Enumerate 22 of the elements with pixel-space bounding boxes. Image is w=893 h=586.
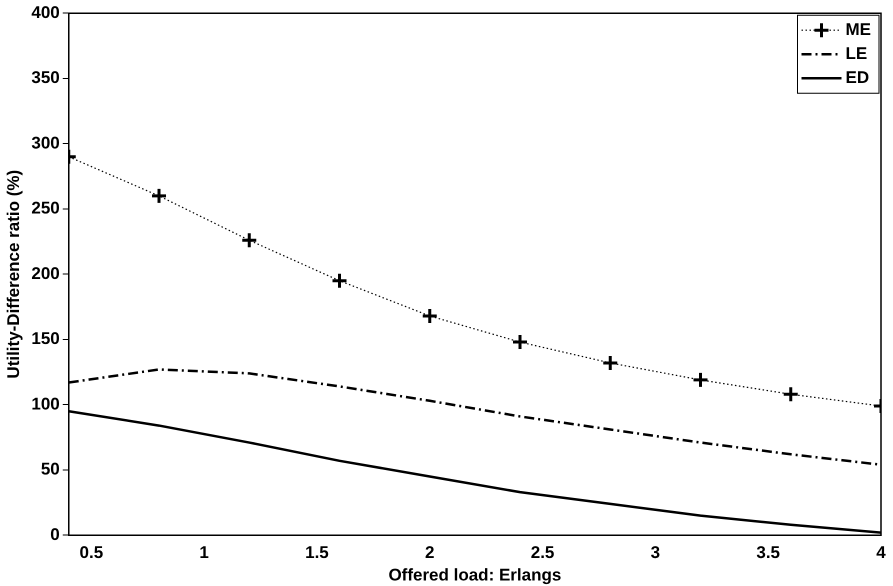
x-tick-label: 2.5: [530, 543, 554, 562]
legend-label: LE: [846, 44, 868, 63]
x-tick-label: 3.5: [756, 543, 780, 562]
x-axis-title: Offered load: Erlangs: [388, 565, 562, 584]
x-tick-label: 1.5: [305, 543, 329, 562]
x-tick-label: 1: [199, 543, 209, 562]
x-tick-label: 3: [650, 543, 660, 562]
x-tick-label: 4: [876, 543, 886, 562]
y-tick-label: 250: [31, 198, 60, 218]
legend-label: ED: [846, 68, 870, 87]
y-tick-label: 350: [31, 68, 60, 88]
y-axis-title: Utility-Difference ratio (%): [4, 170, 23, 379]
y-tick-label: 100: [31, 394, 60, 414]
y-tick-label: 0: [50, 524, 60, 544]
y-tick-label: 200: [31, 264, 60, 283]
y-tick-label: 150: [31, 329, 60, 348]
legend-label: ME: [846, 20, 871, 39]
x-tick-label: 0.5: [80, 543, 104, 562]
y-tick-label: 300: [31, 133, 60, 152]
y-tick-label: 400: [31, 2, 60, 22]
x-tick-label: 2: [425, 543, 434, 562]
y-tick-label: 50: [40, 460, 60, 479]
